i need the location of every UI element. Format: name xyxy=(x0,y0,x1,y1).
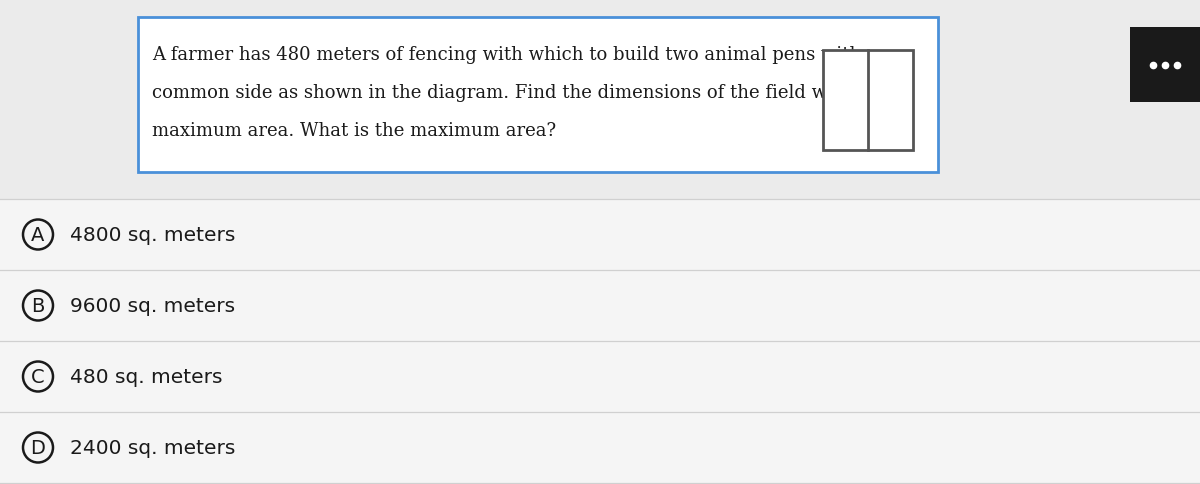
Text: 9600 sq. meters: 9600 sq. meters xyxy=(70,296,235,316)
Text: 480 sq. meters: 480 sq. meters xyxy=(70,367,222,386)
Bar xyxy=(823,50,913,150)
FancyBboxPatch shape xyxy=(138,18,938,173)
Text: maximum area. What is the maximum area?: maximum area. What is the maximum area? xyxy=(152,122,556,140)
Text: D: D xyxy=(30,438,46,457)
Text: B: B xyxy=(31,296,44,316)
Bar xyxy=(0,341,1200,412)
Text: C: C xyxy=(31,367,44,386)
Text: 2400 sq. meters: 2400 sq. meters xyxy=(70,438,235,457)
Bar xyxy=(0,412,1200,483)
Bar xyxy=(0,0,1200,184)
Text: common side as shown in the diagram. Find the dimensions of the field with the: common side as shown in the diagram. Fin… xyxy=(152,84,887,102)
Bar xyxy=(0,271,1200,341)
Text: A farmer has 480 meters of fencing with which to build two animal pens with a: A farmer has 480 meters of fencing with … xyxy=(152,46,877,64)
Text: A: A xyxy=(31,226,44,244)
Text: 4800 sq. meters: 4800 sq. meters xyxy=(70,226,235,244)
Bar xyxy=(1130,28,1200,103)
Bar xyxy=(0,199,1200,271)
